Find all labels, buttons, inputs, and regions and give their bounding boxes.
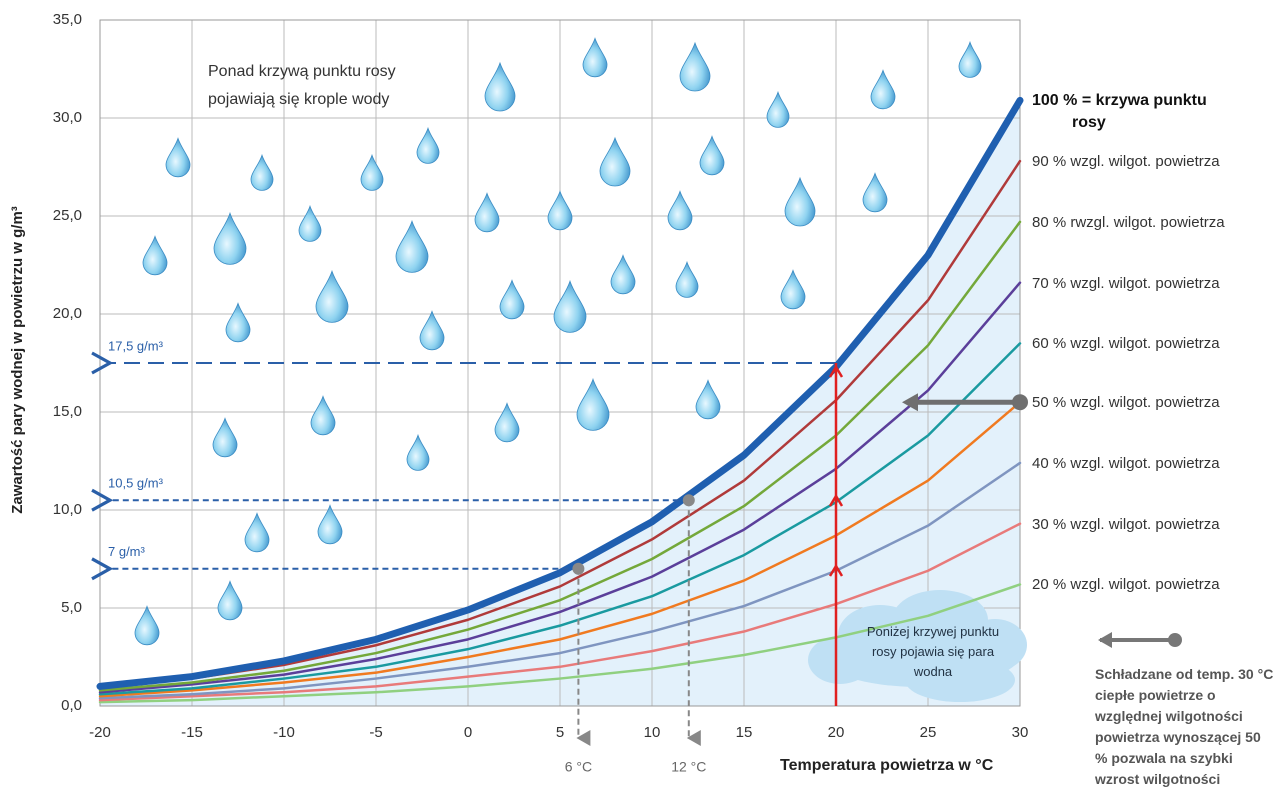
water-drop [610, 254, 636, 295]
y-tick-label: 20,0 [53, 305, 82, 322]
water-drop [406, 433, 430, 471]
legend-label: 40 % wzgl. wilgot. powietrza [1032, 454, 1220, 472]
water-drop [250, 153, 274, 191]
annotation: Ponad krzywą punktu rosy pojawiają się k… [208, 63, 396, 108]
water-drop [784, 176, 816, 227]
y-tick-label: 25,0 [53, 207, 82, 224]
y-tick-label: 10,0 [53, 501, 82, 518]
water-drop [416, 126, 440, 164]
water-drop [474, 192, 500, 233]
water-drop [870, 69, 896, 110]
x-axis-label: Temperatura powietrza w °C [780, 757, 994, 774]
cooling-arrow-dot [1012, 394, 1028, 411]
x-tick-label: 20 [828, 724, 845, 741]
water-drop [315, 269, 349, 323]
series-line [98, 522, 1022, 702]
water-drop [494, 402, 520, 443]
note-arrowhead [1098, 632, 1112, 648]
series-line [98, 220, 1022, 692]
note-arrow-dot [1168, 633, 1182, 647]
water-drop [599, 136, 631, 187]
x-tick-label: -20 [89, 724, 111, 741]
legend-label: 80 % rwzgl. wilgot. powietrza [1032, 213, 1225, 231]
water-drop [395, 219, 429, 273]
water-drop [134, 605, 160, 646]
y-axis-label: Zawartość pary wodnej w powietrzu w g/m³ [9, 206, 26, 514]
x-tick-label: -10 [273, 724, 295, 741]
water-drop [225, 302, 251, 343]
water-drop [419, 310, 445, 351]
x-tick-label: -5 [369, 724, 382, 741]
guide-x-label: 12 °C [671, 759, 706, 775]
water-drop [484, 61, 516, 112]
water-drop [142, 235, 168, 276]
water-drop [547, 190, 573, 231]
guide-x-label: 6 °C [565, 759, 592, 775]
water-drop [780, 269, 806, 310]
legend-label: 30 % wzgl. wilgot. powietrza [1032, 515, 1220, 533]
water-drop [499, 279, 525, 320]
water-drop [695, 379, 721, 420]
x-tick-label: 0 [464, 724, 472, 741]
water-drop [317, 504, 343, 545]
water-drop [217, 580, 243, 621]
note: Schładzane od temp. 30 °C ciepłe powietr… [1095, 666, 1274, 787]
water-drop [958, 40, 982, 78]
y-tick-label: 30,0 [53, 109, 82, 126]
y-tick-label: 5,0 [61, 599, 82, 616]
guide-y-label: 10,5 g/m³ [108, 476, 164, 491]
series-line [98, 583, 1022, 704]
water-drop [576, 377, 610, 431]
y-tick-label: 15,0 [53, 403, 82, 420]
water-drop [675, 260, 699, 298]
series-line [96, 96, 1024, 690]
water-drop [553, 279, 587, 333]
water-drop [667, 190, 693, 231]
y-tick-label: 35,0 [53, 11, 82, 28]
guide-rise-arrowhead [828, 364, 844, 378]
cloud-text: Poniżej krzywej punktu rosy pojawia się … [866, 624, 1000, 679]
guide-y-label: 17,5 g/m³ [108, 338, 164, 353]
legend-label: 70 % wzgl. wilgot. powietrza [1032, 274, 1220, 292]
series-line [98, 281, 1022, 694]
guide-point [682, 494, 695, 507]
water-drop [862, 172, 888, 213]
cloud [808, 590, 1027, 702]
series-line [98, 461, 1022, 700]
x-tick-label: 30 [1012, 724, 1029, 741]
water-drop [298, 204, 322, 242]
x-tick-label: 25 [920, 724, 937, 741]
y-tick-label: 0,0 [61, 697, 82, 714]
x-tick-label: 15 [736, 724, 753, 741]
legend-label: 100 % = krzywa punktu rosy [1032, 92, 1207, 132]
water-drop [212, 417, 238, 458]
guide-rise-arrowhead [828, 563, 844, 577]
water-drop [244, 512, 270, 553]
water-drop [213, 211, 247, 265]
water-drop [679, 41, 711, 92]
water-drop [310, 395, 336, 436]
water-drop [699, 135, 725, 176]
legend-label: 90 % wzgl. wilgot. powietrza [1032, 153, 1220, 171]
below-dew-area [100, 100, 1020, 707]
series-line [98, 342, 1022, 696]
x-tick-label: 10 [644, 724, 661, 741]
guide-point [572, 562, 585, 575]
water-drop [165, 137, 191, 178]
water-drop [766, 90, 790, 128]
cooling-arrowhead [902, 393, 918, 412]
legend-label: 50 % wzgl. wilgot. powietrza [1032, 394, 1220, 412]
guide-y-label: 7 g/m³ [108, 544, 146, 559]
x-tick-label: -15 [181, 724, 203, 741]
x-tick-label: 5 [556, 724, 564, 741]
legend-label: 60 % wzgl. wilgot. powietrza [1032, 335, 1220, 353]
water-drop [582, 37, 608, 78]
guide-rise-arrowhead [828, 493, 844, 507]
water-drop [360, 153, 384, 191]
legend-label: 20 % wzgl. wilgot. powietrza [1032, 576, 1220, 594]
series-line [98, 400, 1022, 698]
